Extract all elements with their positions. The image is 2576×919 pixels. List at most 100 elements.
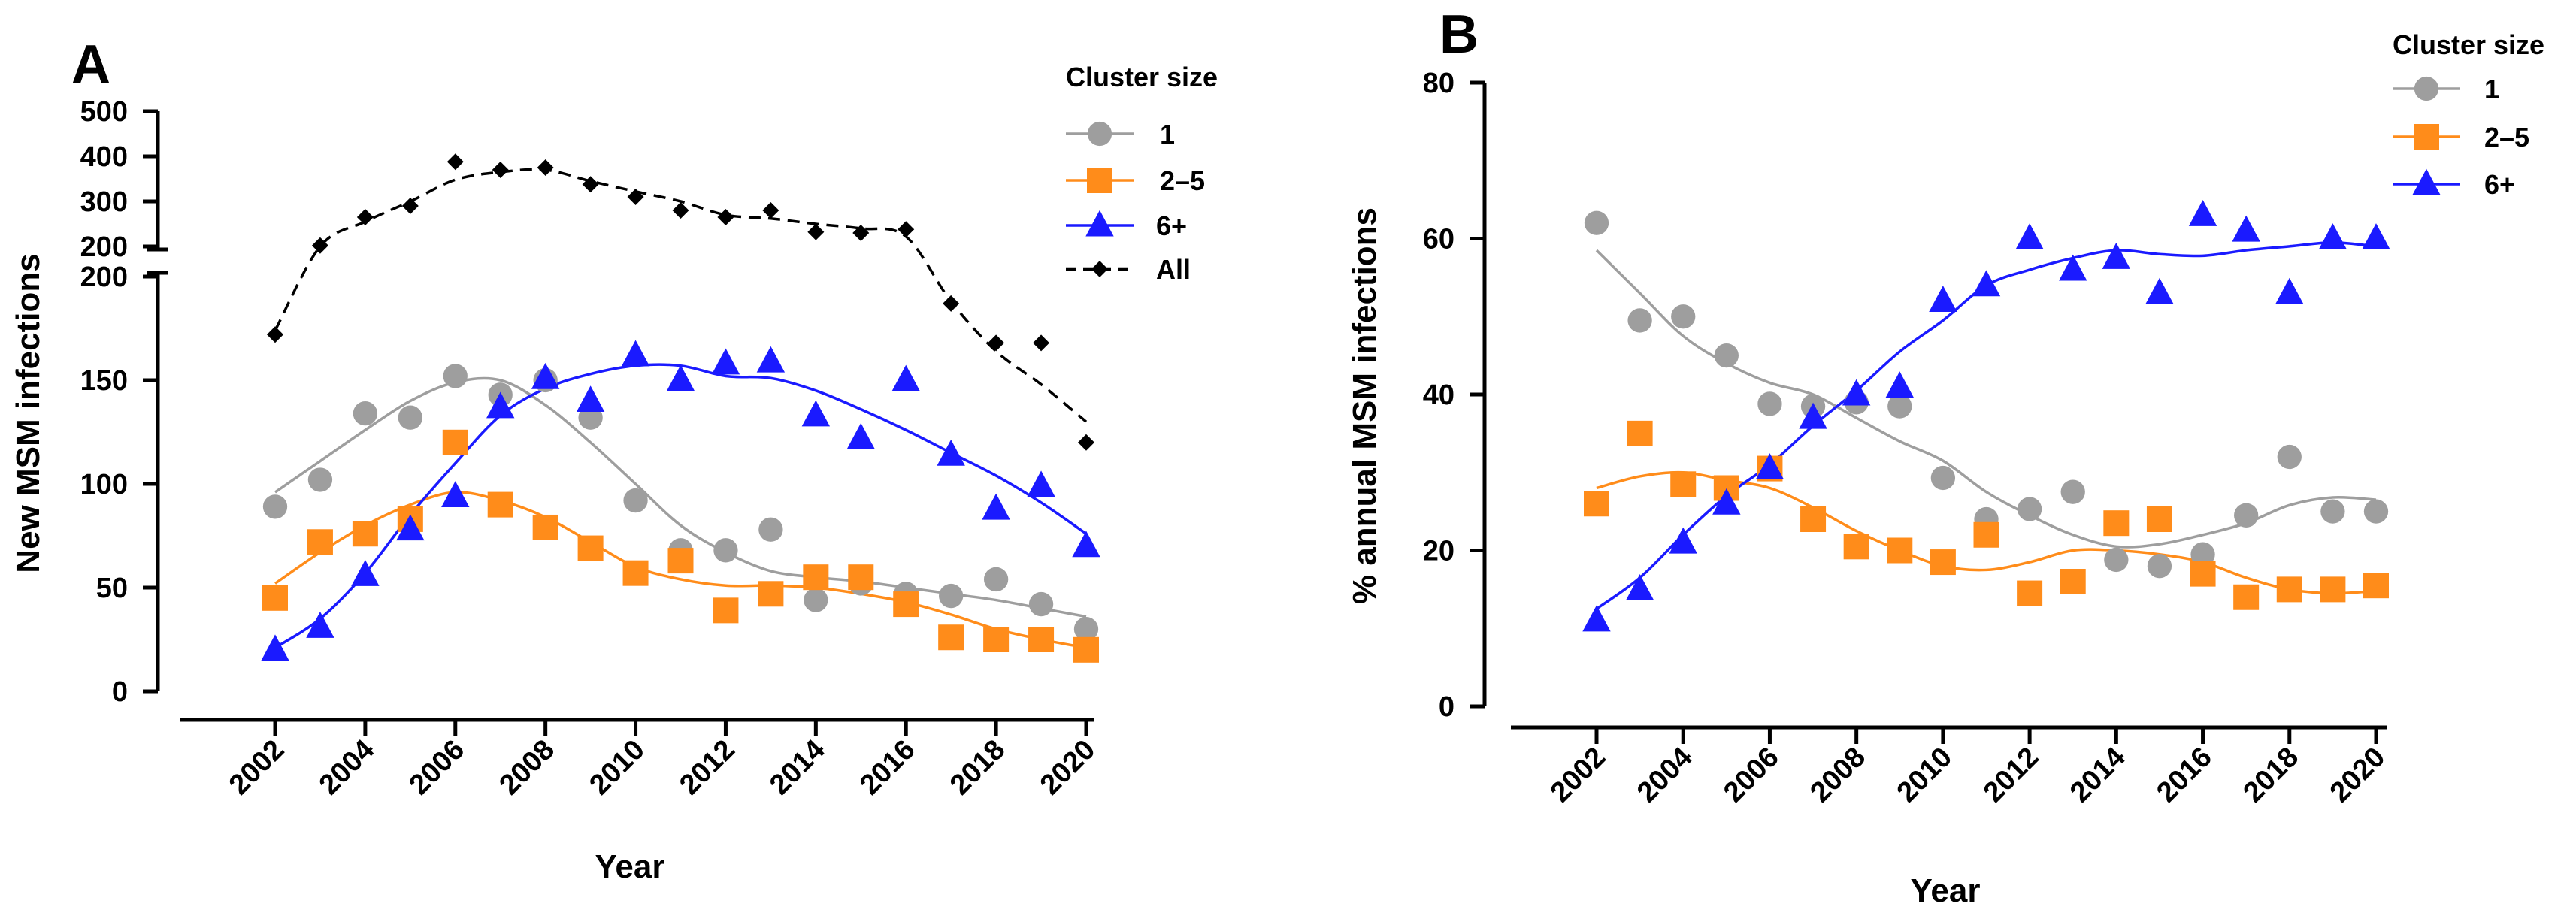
x-tick-label: 2010: [583, 734, 650, 801]
panel-label-a: A: [71, 35, 110, 95]
point-circle: [398, 405, 422, 430]
x-tick-label: 2006: [404, 734, 471, 801]
point-triangle: [621, 340, 650, 367]
point-triangle: [1669, 527, 1697, 554]
x-tick-label: 2014: [2064, 742, 2131, 809]
legend-marker-circle: [2414, 76, 2439, 101]
point-circle: [307, 467, 333, 492]
legend-label: 1: [1160, 119, 1175, 150]
y-tick-label: 50: [96, 573, 128, 604]
x-tick-label: 2016: [2151, 742, 2217, 809]
y-tick-label: 300: [80, 186, 128, 218]
x-axis-title: Year: [595, 848, 665, 885]
x-tick-label: 2018: [2238, 742, 2305, 809]
point-square: [262, 585, 288, 611]
point-circle: [1073, 617, 1099, 642]
point-diamond: [943, 295, 960, 312]
point-circle: [1757, 391, 1782, 416]
point-square: [1800, 506, 1827, 532]
y-ticks-lower: 0 50 100 150 200: [80, 261, 158, 708]
point-square: [893, 591, 919, 618]
point-triangle: [801, 400, 831, 427]
y-tick-label: 200: [80, 231, 128, 263]
legend: Cluster size 1 2–5 6+ All: [1066, 62, 1218, 285]
x-tick-label: 2014: [764, 734, 831, 801]
point-triangle: [1799, 402, 1827, 429]
point-triangle: [2145, 277, 2174, 304]
point-circle: [758, 517, 783, 542]
legend-marker-circle: [1087, 121, 1112, 147]
point-diamond: [627, 189, 644, 205]
y-tick-label: 60: [1423, 224, 1454, 255]
point-square: [1584, 491, 1609, 517]
point-triangle: [666, 364, 695, 391]
legend-label: 6+: [1156, 210, 1187, 241]
point-triangle: [1027, 470, 1055, 497]
point-circle: [2190, 542, 2215, 567]
point-square: [983, 627, 1010, 652]
x-tick-label: 2004: [313, 734, 380, 801]
x-tick-label: 2016: [854, 734, 921, 801]
legend-title: Cluster size: [1066, 62, 1218, 92]
legend-marker-triangle: [2412, 168, 2441, 195]
point-square: [1930, 549, 1956, 576]
y-tick-label: 400: [80, 141, 128, 173]
point-circle: [2277, 444, 2302, 470]
point-circle: [2017, 497, 2042, 521]
x-tick-label: 2006: [1718, 742, 1784, 809]
point-triangle: [1755, 453, 1784, 480]
point-diamond: [446, 153, 464, 171]
point-square: [622, 560, 649, 586]
point-circle: [939, 583, 964, 609]
point-triangle: [2059, 254, 2087, 281]
fit-lines: [1595, 240, 2377, 610]
point-diamond: [267, 326, 283, 343]
x-ticks: 2002 2004 2006 2008 2010 2012 2014 2016 2018 2020: [1545, 727, 2391, 809]
point-triangle: [396, 514, 425, 541]
point-triangle: [846, 422, 875, 449]
fit-lines: [274, 168, 1088, 649]
x-tick-label: 2012: [674, 734, 740, 801]
y-tick-label: 40: [1423, 379, 1454, 411]
point-square: [1887, 537, 1913, 564]
point-square: [352, 521, 378, 547]
y-tick-label: 150: [80, 365, 128, 397]
point-circle: [443, 364, 468, 388]
y-axis-title: New MSM infections: [10, 253, 47, 573]
point-square: [307, 529, 333, 555]
legend-marker-square: [2414, 124, 2439, 150]
x-tick-label: 2008: [494, 734, 561, 801]
point-square: [713, 597, 739, 624]
panel-b-chart: B 0 20 40 60 80 2002 2004 2006 2008 2010 2012 2014…: [1346, 5, 2544, 909]
point-diamond: [762, 202, 779, 219]
point-square: [2320, 576, 2346, 603]
point-circle: [353, 401, 378, 426]
point-square: [2233, 584, 2260, 610]
point-triangle: [351, 560, 380, 586]
y-tick-label: 0: [112, 676, 128, 708]
point-triangle: [2275, 277, 2304, 304]
x-tick-label: 2010: [1891, 742, 1958, 809]
point-square: [2103, 510, 2130, 537]
y-axis-title: % annual MSM infections: [1346, 207, 1383, 604]
point-triangle: [531, 362, 560, 389]
point-triangle: [1842, 379, 1871, 406]
point-triangle: [756, 346, 786, 373]
point-square: [1028, 627, 1055, 652]
point-triangle: [1712, 488, 1741, 515]
fit-line-6+: [1595, 240, 2377, 610]
point-circle: [1930, 465, 1956, 491]
point-circle: [2320, 499, 2345, 524]
point-triangle: [2188, 199, 2217, 226]
point-square: [2190, 561, 2216, 587]
legend-label: 1: [2484, 74, 2499, 104]
legend-marker-triangle: [1085, 210, 1114, 237]
x-tick-label: 2004: [1631, 742, 1698, 809]
legend-label: 2–5: [1160, 165, 1205, 196]
legend-title: Cluster size: [2393, 29, 2544, 60]
point-triangle: [1972, 270, 2001, 297]
fit-line-6+: [274, 363, 1087, 649]
point-square: [938, 624, 964, 651]
point-circle: [262, 494, 288, 519]
point-square: [577, 535, 604, 561]
